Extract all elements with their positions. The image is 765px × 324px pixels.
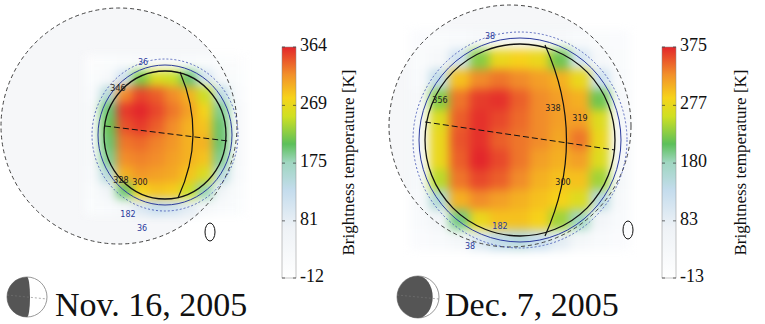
svg-text:338: 338: [545, 104, 560, 113]
svg-text:300: 300: [132, 178, 147, 187]
svg-text:Dec. 7, 2005: Dec. 7, 2005: [445, 286, 619, 323]
svg-text:Brightness temperature [K]: Brightness temperature [K]: [339, 70, 358, 256]
svg-text:269: 269: [300, 93, 327, 113]
svg-text:180: 180: [680, 151, 707, 171]
svg-text:-12: -12: [300, 266, 324, 286]
svg-text:83: 83: [680, 209, 698, 229]
svg-text:38: 38: [465, 242, 475, 251]
svg-text:356: 356: [432, 96, 447, 105]
svg-text:36: 36: [138, 58, 148, 67]
svg-text:328: 328: [113, 176, 128, 185]
svg-text:Brightness temperature [K]: Brightness temperature [K]: [731, 70, 750, 256]
svg-text:Nov. 16, 2005: Nov. 16, 2005: [55, 286, 247, 323]
svg-text:182: 182: [492, 222, 507, 231]
svg-text:277: 277: [680, 93, 707, 113]
svg-text:-13: -13: [680, 266, 704, 286]
svg-text:38: 38: [485, 32, 495, 41]
svg-text:81: 81: [300, 209, 318, 229]
svg-text:364: 364: [300, 35, 327, 55]
svg-text:182: 182: [120, 210, 135, 219]
svg-text:375: 375: [680, 35, 707, 55]
svg-text:300: 300: [555, 178, 570, 187]
svg-text:36: 36: [137, 224, 147, 233]
svg-text:319: 319: [572, 114, 587, 123]
svg-text:346: 346: [110, 84, 125, 93]
svg-text:175: 175: [300, 151, 327, 171]
